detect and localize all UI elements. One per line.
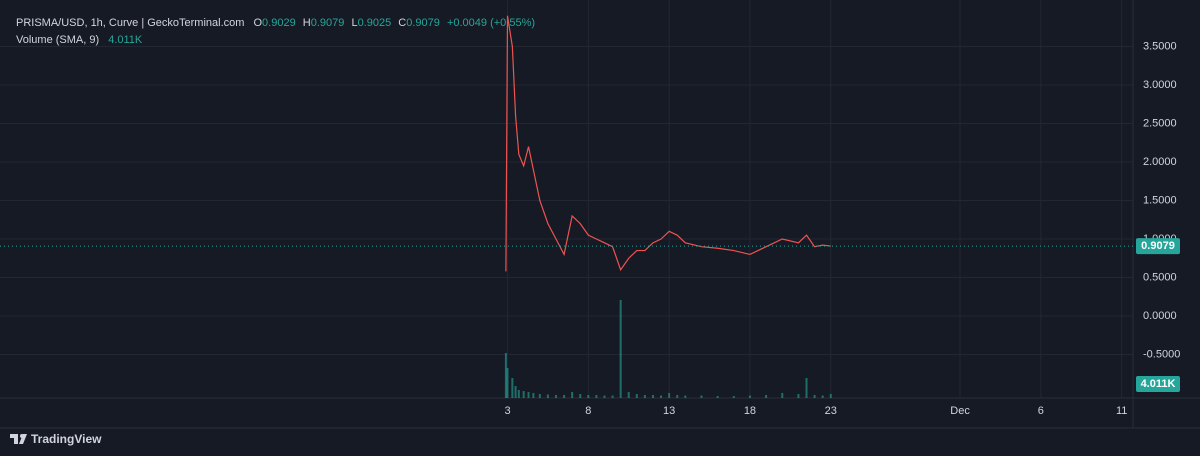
ohlc-key: C xyxy=(398,17,406,29)
volume-bar xyxy=(821,395,824,398)
y-tick-label: 3.0000 xyxy=(1143,79,1177,91)
volume-bar xyxy=(506,368,509,398)
volume-bar xyxy=(587,395,590,398)
volume-bar xyxy=(660,395,663,398)
volume-bar xyxy=(619,300,622,398)
volume-bar xyxy=(579,394,582,398)
y-tick-label: 2.0000 xyxy=(1143,156,1177,168)
volume-bar xyxy=(700,395,703,398)
ohlc-value: 0.9079 xyxy=(311,17,345,29)
y-tick-label: 2.5000 xyxy=(1143,117,1177,129)
y-tick-label: 3.5000 xyxy=(1143,40,1177,52)
marks xyxy=(0,15,1133,398)
legend-header: PRISMA/USD, 1h, Curve | GeckoTerminal.co… xyxy=(16,17,535,29)
y-tick-label: 0.5000 xyxy=(1143,271,1177,283)
volume-bar xyxy=(517,390,520,398)
y-tick-label: -0.5000 xyxy=(1143,348,1180,360)
volume-bar xyxy=(627,392,630,398)
change: +0.0049 (+0.55%) xyxy=(447,17,535,29)
volume-bar xyxy=(732,396,735,398)
grid xyxy=(0,0,1133,398)
ohlc-value: 0.9079 xyxy=(406,17,440,29)
volume-title: Volume (SMA, 9) xyxy=(16,34,99,46)
volume-bar xyxy=(668,393,671,398)
volume-bar xyxy=(571,392,574,398)
volume-bar xyxy=(546,394,549,398)
volume-bar xyxy=(643,395,646,398)
symbol-title: PRISMA/USD, 1h, Curve | GeckoTerminal.co… xyxy=(16,17,244,29)
volume-bar xyxy=(522,391,525,398)
volume-bar xyxy=(504,353,507,398)
volume-bar xyxy=(635,394,638,398)
volume-bar xyxy=(813,395,816,398)
x-tick-label: 8 xyxy=(585,405,591,417)
volume-bar xyxy=(748,395,751,398)
y-tick-label: 1.5000 xyxy=(1143,194,1177,206)
volume-bar xyxy=(651,395,654,398)
logo-dot xyxy=(20,434,24,438)
last-volume-box xyxy=(1136,376,1180,392)
price-line xyxy=(505,15,831,272)
volume-bar xyxy=(532,393,535,398)
x-tick-label: 3 xyxy=(504,405,510,417)
ohlc-key: O xyxy=(253,17,262,29)
x-tick-label: 11 xyxy=(1116,405,1127,417)
volume-bar xyxy=(538,394,541,398)
last-volume-label: 4.011K xyxy=(1141,378,1176,390)
volume-bar xyxy=(595,395,598,398)
x-tick-label: 18 xyxy=(744,405,756,417)
volume-bar xyxy=(805,378,808,398)
volume-bar xyxy=(611,395,614,398)
volume-bar xyxy=(603,395,606,398)
ohlc-value: 0.9025 xyxy=(358,17,392,29)
y-tick-label: 0.0000 xyxy=(1143,310,1177,322)
volume-bar xyxy=(563,395,566,398)
volume-bar xyxy=(716,396,719,398)
volume-bar xyxy=(554,395,557,398)
brand: TradingView xyxy=(31,432,102,446)
x-tick-label: 13 xyxy=(663,405,675,417)
x-tick-label: Dec xyxy=(950,405,970,417)
x-tick-label: 23 xyxy=(825,405,837,417)
ohlc-key: L xyxy=(351,17,357,29)
last-price-label: 0.9079 xyxy=(1141,240,1175,252)
volume-bar xyxy=(781,393,784,398)
volume-bar xyxy=(829,393,832,398)
volume-bar xyxy=(797,394,800,398)
ohlc-key: H xyxy=(303,17,311,29)
volume-bar xyxy=(765,395,768,398)
volume-bar xyxy=(514,386,517,398)
logo: TradingView xyxy=(10,432,102,446)
last-price-box xyxy=(1136,238,1180,255)
volume-value: 4.011K xyxy=(108,34,143,46)
volume-bar xyxy=(511,378,514,398)
volume-bar xyxy=(527,392,530,398)
volume-bar xyxy=(684,395,687,398)
volume-header: Volume (SMA, 9) 4.011K xyxy=(16,34,143,46)
volume-bar xyxy=(676,395,679,398)
ohlc-value: 0.9029 xyxy=(262,17,296,29)
x-tick-label: 6 xyxy=(1038,405,1044,417)
